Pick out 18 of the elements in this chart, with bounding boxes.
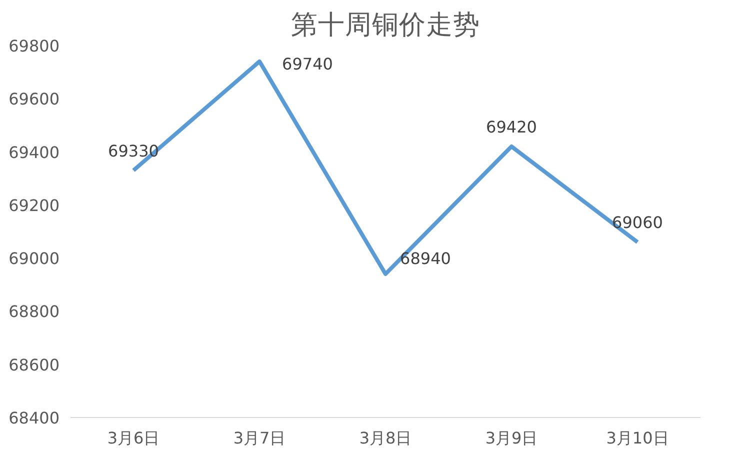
data-label: 69740 <box>282 54 333 74</box>
y-tick-label: 68400 <box>8 408 60 428</box>
x-tick-label: 3月7日 <box>233 428 286 448</box>
data-label: 69060 <box>612 213 663 232</box>
y-tick-label: 69600 <box>8 90 60 109</box>
y-tick-label: 68600 <box>8 355 60 374</box>
chart-title: 第十周铜价走势 <box>291 10 480 40</box>
data-label: 68940 <box>400 249 451 268</box>
x-tick-label: 3月9日 <box>485 428 538 448</box>
y-tick-label: 69200 <box>8 196 60 215</box>
data-label: 69420 <box>486 117 537 136</box>
y-tick-label: 69000 <box>8 249 60 268</box>
y-tick-label: 69400 <box>8 142 60 162</box>
x-tick-label: 3月6日 <box>107 428 160 448</box>
x-tick-label: 3月10日 <box>606 428 669 448</box>
y-tick-label: 68800 <box>8 302 60 322</box>
y-tick-label: 69800 <box>8 36 60 56</box>
x-tick-label: 3月8日 <box>359 428 412 448</box>
